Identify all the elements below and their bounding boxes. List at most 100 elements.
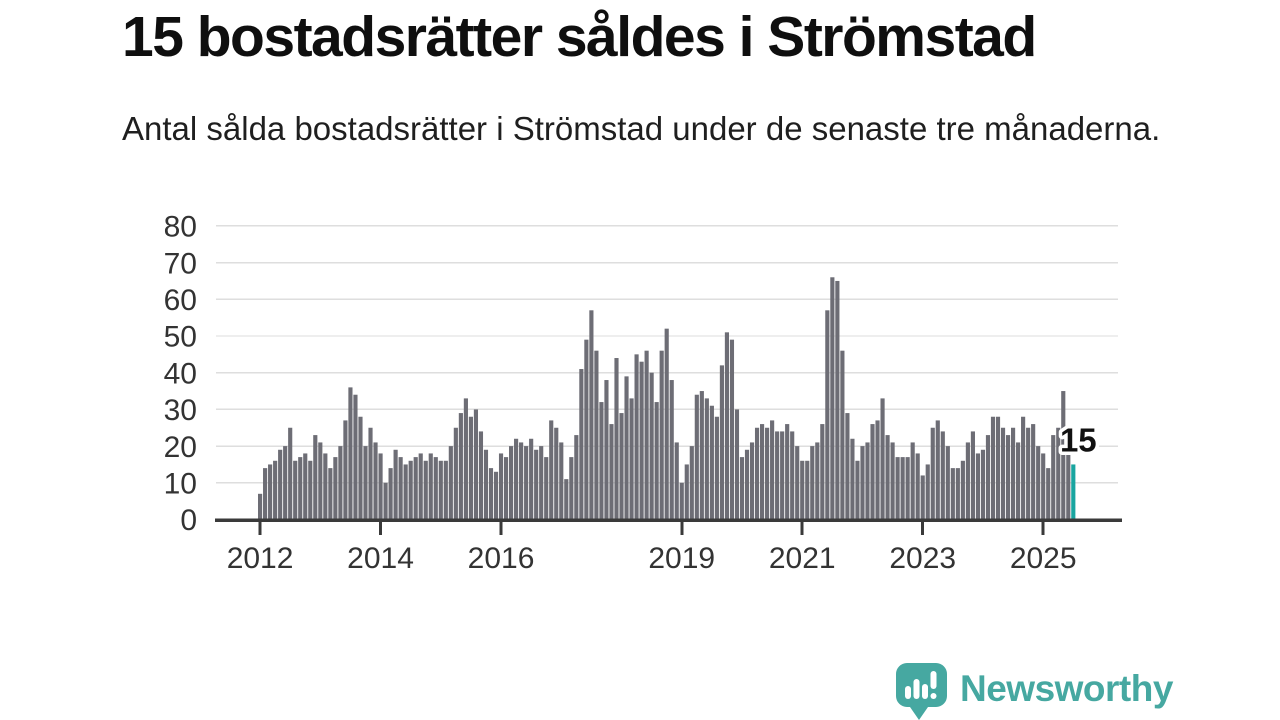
bar (544, 457, 549, 520)
bar (1051, 435, 1056, 520)
bar (388, 468, 393, 520)
bar (840, 350, 845, 520)
page-title: 15 bostadsrätter såldes i Strömstad (122, 5, 1037, 69)
bar (835, 280, 840, 520)
y-tick-label: 30 (164, 394, 197, 427)
x-tick-label: 2021 (769, 542, 836, 575)
bar (614, 358, 619, 520)
bar-chart-glyph (905, 671, 937, 699)
y-tick-label: 10 (164, 468, 197, 501)
bar (659, 350, 664, 520)
bar (333, 457, 338, 520)
bar (694, 394, 699, 520)
bar (950, 468, 955, 520)
bar (604, 380, 609, 520)
bar (343, 420, 348, 520)
y-tick-label: 40 (164, 357, 197, 390)
bar (965, 442, 970, 520)
bar (1026, 427, 1031, 520)
bar (313, 435, 318, 520)
bar (795, 446, 800, 520)
bar (790, 431, 795, 520)
bar (785, 424, 790, 520)
x-tick-label: 2019 (648, 542, 715, 575)
bar (383, 482, 388, 520)
y-tick-label: 60 (164, 284, 197, 317)
bar (1041, 453, 1046, 520)
bar (800, 460, 805, 520)
bar (724, 332, 730, 520)
bar (915, 453, 920, 520)
bar (940, 431, 945, 520)
bar (353, 394, 358, 520)
bar (669, 380, 674, 520)
bar (1016, 442, 1021, 520)
bar (403, 464, 408, 520)
bar (363, 446, 368, 520)
bar (393, 449, 398, 520)
bar (283, 446, 288, 520)
bar (629, 398, 634, 520)
bar (1005, 435, 1011, 520)
bar (463, 398, 468, 520)
bar (368, 427, 373, 520)
bar (654, 402, 659, 520)
bar (1046, 468, 1051, 520)
bar (408, 460, 413, 520)
bar (644, 350, 649, 520)
bar (273, 460, 278, 520)
bar (865, 442, 870, 520)
x-tick-label: 2014 (347, 542, 414, 575)
bar (483, 449, 489, 520)
bar (478, 431, 484, 520)
bar (503, 457, 509, 520)
bar (428, 453, 433, 520)
bar (1061, 391, 1066, 520)
bar (634, 354, 639, 520)
bar (739, 457, 745, 520)
bar (900, 457, 905, 520)
bar (498, 453, 504, 520)
bar (288, 427, 293, 520)
bar (905, 457, 910, 520)
bar (443, 460, 448, 520)
bar (418, 453, 423, 520)
bar (825, 310, 830, 520)
bar (895, 457, 900, 520)
bar (855, 460, 860, 520)
bar (328, 468, 333, 520)
bar (514, 438, 519, 520)
bar (594, 350, 599, 520)
bar (398, 457, 403, 520)
bar (679, 482, 684, 520)
bar (569, 457, 574, 520)
bar (348, 387, 353, 520)
bar (423, 460, 428, 520)
bar (674, 442, 679, 520)
y-tick-label: 20 (164, 431, 197, 464)
bar (298, 457, 303, 520)
newsworthy-logo-text: Newsworthy (960, 668, 1173, 709)
bar (810, 446, 815, 520)
bar (995, 416, 1001, 520)
bar (524, 446, 529, 520)
bar (619, 413, 624, 520)
bar (263, 468, 268, 520)
bar (378, 453, 383, 520)
bar (589, 310, 594, 520)
bar (458, 413, 463, 520)
bar (980, 449, 986, 520)
bar (734, 409, 740, 520)
bar (529, 438, 534, 520)
bar (438, 460, 443, 520)
bar (930, 427, 935, 520)
bar (559, 442, 564, 520)
bar (509, 446, 514, 520)
x-tick-label: 2023 (889, 542, 956, 575)
bar (960, 460, 965, 520)
bar (760, 424, 765, 520)
newsworthy-logo-link[interactable]: Newsworthy (896, 663, 1173, 720)
y-tick-label: 0 (180, 504, 197, 537)
